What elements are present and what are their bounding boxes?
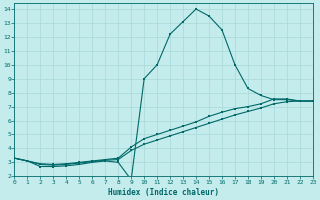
X-axis label: Humidex (Indice chaleur): Humidex (Indice chaleur): [108, 188, 219, 197]
